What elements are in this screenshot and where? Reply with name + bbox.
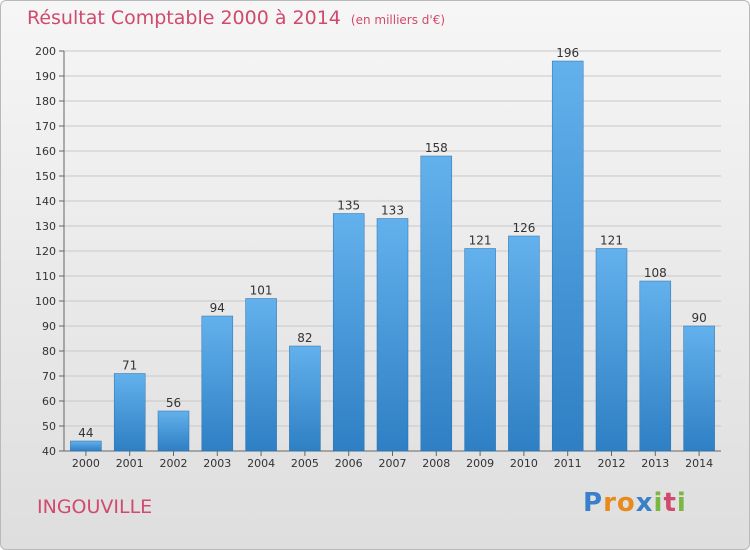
x-tick-label: 2005	[291, 457, 319, 470]
x-tick-label: 2001	[116, 457, 144, 470]
logo-letter: i	[653, 488, 664, 518]
bar	[201, 315, 234, 452]
logo-letter: o	[616, 488, 636, 518]
bar	[639, 280, 672, 452]
title-text: Résultat Comptable 2000 à 2014	[27, 7, 341, 29]
logo-letter: P	[583, 488, 604, 518]
bar	[157, 410, 190, 452]
y-tick-label: 120	[35, 245, 56, 258]
logo-letter: i	[676, 488, 687, 518]
data-label: 135	[337, 199, 360, 213]
y-tick-label: 160	[35, 145, 56, 158]
commune-name: INGOUVILLE	[37, 496, 153, 518]
x-tick-label: 2002	[160, 457, 188, 470]
data-label: 101	[250, 284, 273, 298]
bar	[245, 298, 277, 452]
bar	[683, 325, 715, 452]
x-tick-label: 2004	[247, 457, 275, 470]
y-tick-label: 50	[42, 420, 56, 433]
y-tick-label: 190	[35, 70, 56, 83]
bar	[376, 218, 409, 452]
x-tick-label: 2006	[335, 457, 363, 470]
data-label: 126	[512, 221, 535, 235]
data-label: 44	[78, 426, 93, 440]
x-tick-label: 2012	[598, 457, 626, 470]
y-tick-label: 60	[42, 395, 56, 408]
proxiti-logo[interactable]: Proxiti	[583, 488, 687, 518]
bars	[70, 60, 715, 452]
logo-letter: x	[635, 488, 654, 518]
data-label: 71	[122, 359, 137, 373]
data-label: 56	[166, 396, 181, 410]
data-label: 94	[210, 301, 225, 315]
bar	[289, 345, 321, 452]
y-tick-label: 90	[42, 320, 56, 333]
y-tick-label: 130	[35, 220, 56, 233]
y-tick-label: 110	[35, 270, 56, 283]
bar	[464, 248, 496, 452]
chart-title: Résultat Comptable 2000 à 2014 (en millie…	[27, 7, 445, 29]
y-tick-label: 150	[35, 170, 56, 183]
x-tick-label: 2013	[641, 457, 669, 470]
data-label: 133	[381, 204, 404, 218]
x-tick-label: 2009	[466, 457, 494, 470]
bar	[551, 60, 584, 452]
y-tick-label: 200	[35, 45, 56, 58]
bar	[420, 155, 453, 452]
bar	[595, 248, 628, 452]
x-tick-label: 2010	[510, 457, 538, 470]
bar	[332, 213, 365, 452]
bar	[508, 235, 540, 452]
bar	[70, 440, 102, 452]
x-tick-label: 2003	[203, 457, 231, 470]
data-label: 158	[425, 141, 448, 155]
y-tick-label: 40	[42, 445, 56, 458]
y-tick-label: 170	[35, 120, 56, 133]
data-label: 82	[297, 331, 312, 345]
data-label: 196	[556, 46, 579, 60]
y-tick-label: 140	[35, 195, 56, 208]
y-tick-label: 180	[35, 95, 56, 108]
x-tick-label: 2000	[72, 457, 100, 470]
y-tick-label: 80	[42, 345, 56, 358]
unit-note: (en milliers d'€)	[350, 13, 446, 27]
data-label: 121	[600, 234, 623, 248]
data-label: 90	[691, 311, 706, 325]
data-label: 121	[469, 234, 492, 248]
x-tick-label: 2007	[379, 457, 407, 470]
y-tick-label: 100	[35, 295, 56, 308]
y-tick-label: 70	[42, 370, 56, 383]
tick-labels: 40 50 60 70 80 90 100 110 120 130 140 150 160 170 180 1…	[35, 45, 713, 470]
x-tick-label: 2011	[554, 457, 582, 470]
bar	[113, 373, 146, 452]
data-label: 108	[644, 266, 667, 280]
data-labels: 44 71 56 94 101 82 135 133 158 121 126 196 121 108 90	[78, 46, 706, 440]
x-tick-label: 2008	[422, 457, 450, 470]
logo-letter: r	[603, 488, 617, 518]
logo-letter: t	[663, 488, 677, 518]
x-tick-label: 2014	[685, 457, 713, 470]
